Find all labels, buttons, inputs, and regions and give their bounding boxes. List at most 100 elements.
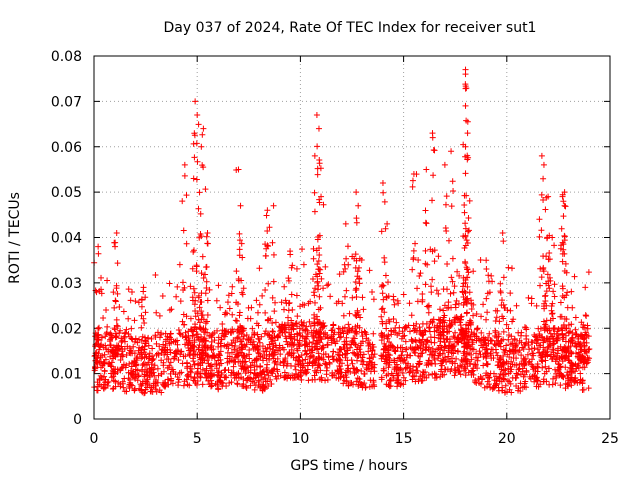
roti-point <box>309 276 316 283</box>
roti-point <box>547 317 554 324</box>
roti-point <box>463 300 470 307</box>
roti-point <box>141 389 148 396</box>
roti-point <box>462 260 469 267</box>
roti-point <box>337 373 344 380</box>
roti-point <box>431 258 438 265</box>
roti-point <box>103 306 110 313</box>
roti-point <box>356 346 363 353</box>
roti-point <box>234 380 241 387</box>
roti-point <box>465 269 472 276</box>
roti-point <box>492 327 499 334</box>
roti-point <box>548 310 555 317</box>
roti-point <box>437 320 444 327</box>
roti-point <box>149 345 156 352</box>
roti-point <box>342 220 349 227</box>
roti-point <box>419 291 426 298</box>
roti-point <box>465 215 472 222</box>
roti-point <box>363 365 370 371</box>
roti-point <box>238 374 245 381</box>
roti-point <box>472 377 479 384</box>
roti-point <box>282 297 289 304</box>
roti-point <box>537 265 544 272</box>
roti-point <box>289 339 296 346</box>
roti-point <box>168 366 175 373</box>
roti-point <box>478 313 485 320</box>
roti-point <box>140 284 147 291</box>
roti-point <box>358 340 365 347</box>
roti-point <box>385 371 392 378</box>
roti-point <box>429 130 436 137</box>
roti-point <box>462 290 469 297</box>
roti-point <box>268 381 275 388</box>
roti-point <box>176 261 183 268</box>
roti-point <box>434 323 441 330</box>
roti-point <box>428 351 435 358</box>
roti-point <box>507 307 514 314</box>
roti-point <box>391 301 398 308</box>
roti-point <box>340 312 347 319</box>
roti-point <box>413 367 420 374</box>
roti-point <box>336 363 343 370</box>
roti-point <box>206 332 213 339</box>
roti-point <box>281 321 288 328</box>
roti-point <box>564 289 571 296</box>
roti-point <box>479 376 486 383</box>
roti-point <box>338 360 345 367</box>
roti-point <box>198 143 205 150</box>
roti-point <box>481 339 488 346</box>
roti-point <box>432 360 439 367</box>
roti-point <box>385 332 392 339</box>
roti-point <box>456 272 463 279</box>
roti-point <box>190 285 197 292</box>
roti-point <box>500 274 507 281</box>
roti-point <box>315 306 322 313</box>
roti-point <box>387 383 394 390</box>
roti-point <box>215 334 222 341</box>
roti-point <box>581 364 588 371</box>
roti-point <box>544 335 551 342</box>
roti-point <box>454 315 461 322</box>
roti-point <box>539 358 546 365</box>
roti-point <box>441 339 448 346</box>
roti-point <box>192 98 199 105</box>
roti-point <box>108 374 115 381</box>
roti-point <box>457 322 464 329</box>
roti-point <box>189 332 196 339</box>
roti-point <box>416 337 423 344</box>
roti-point <box>521 371 528 378</box>
roti-point <box>549 375 556 382</box>
roti-point <box>462 71 469 78</box>
roti-point <box>539 350 546 357</box>
roti-point <box>121 345 128 352</box>
roti-point <box>553 352 560 359</box>
roti-point <box>335 356 342 363</box>
roti-point <box>379 290 386 297</box>
roti-point <box>175 382 182 389</box>
roti-point <box>113 322 120 329</box>
roti-point <box>268 368 275 375</box>
roti-point <box>356 255 363 262</box>
roti-point <box>114 290 121 297</box>
roti-point <box>447 290 454 297</box>
roti-point <box>217 348 224 355</box>
roti-point <box>402 365 409 372</box>
roti-point <box>225 367 232 374</box>
roti-point <box>543 288 550 295</box>
roti-point <box>134 377 141 384</box>
roti-point <box>213 297 220 304</box>
roti-point <box>384 220 391 227</box>
roti-point <box>190 140 197 147</box>
roti-point <box>299 360 306 367</box>
roti-point <box>553 331 560 338</box>
roti-point <box>215 368 222 375</box>
roti-point <box>352 264 359 271</box>
roti-point <box>384 335 391 342</box>
roti-point <box>313 328 320 335</box>
roti-point <box>554 328 561 335</box>
roti-point <box>303 350 310 357</box>
roti-point <box>461 343 468 350</box>
roti-point <box>542 321 549 328</box>
roti-point <box>320 201 327 208</box>
roti-point <box>463 328 470 335</box>
roti-point <box>311 189 318 196</box>
